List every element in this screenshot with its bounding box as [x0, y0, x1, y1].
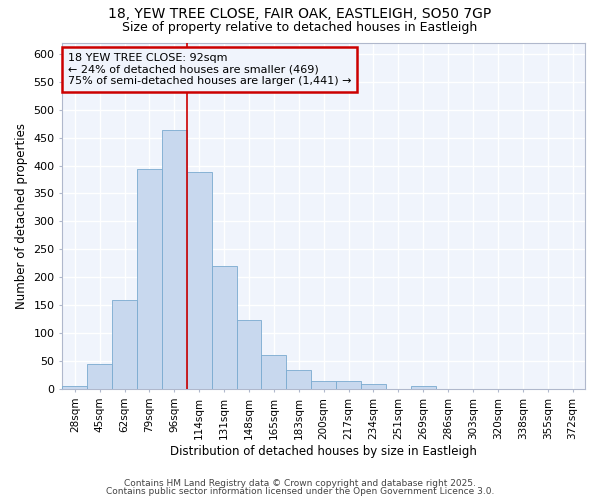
X-axis label: Distribution of detached houses by size in Eastleigh: Distribution of detached houses by size …: [170, 444, 477, 458]
Bar: [386, 388, 411, 389]
Bar: [311, 382, 336, 389]
Bar: [361, 384, 386, 389]
Bar: [236, 320, 262, 389]
Text: Contains HM Land Registry data © Crown copyright and database right 2025.: Contains HM Land Registry data © Crown c…: [124, 478, 476, 488]
Text: 18 YEW TREE CLOSE: 92sqm
← 24% of detached houses are smaller (469)
75% of semi-: 18 YEW TREE CLOSE: 92sqm ← 24% of detach…: [68, 53, 351, 86]
Text: Size of property relative to detached houses in Eastleigh: Size of property relative to detached ho…: [122, 21, 478, 34]
Bar: [162, 130, 187, 389]
Bar: [187, 172, 212, 389]
Bar: [137, 170, 162, 389]
Bar: [336, 381, 361, 389]
Y-axis label: Number of detached properties: Number of detached properties: [15, 123, 28, 309]
Text: Contains public sector information licensed under the Open Government Licence 3.: Contains public sector information licen…: [106, 487, 494, 496]
Bar: [262, 354, 286, 389]
Bar: [212, 266, 236, 389]
Bar: [411, 386, 436, 389]
Text: 18, YEW TREE CLOSE, FAIR OAK, EASTLEIGH, SO50 7GP: 18, YEW TREE CLOSE, FAIR OAK, EASTLEIGH,…: [109, 8, 491, 22]
Bar: [286, 370, 311, 389]
Bar: [87, 364, 112, 389]
Bar: [62, 386, 87, 389]
Bar: [112, 300, 137, 389]
